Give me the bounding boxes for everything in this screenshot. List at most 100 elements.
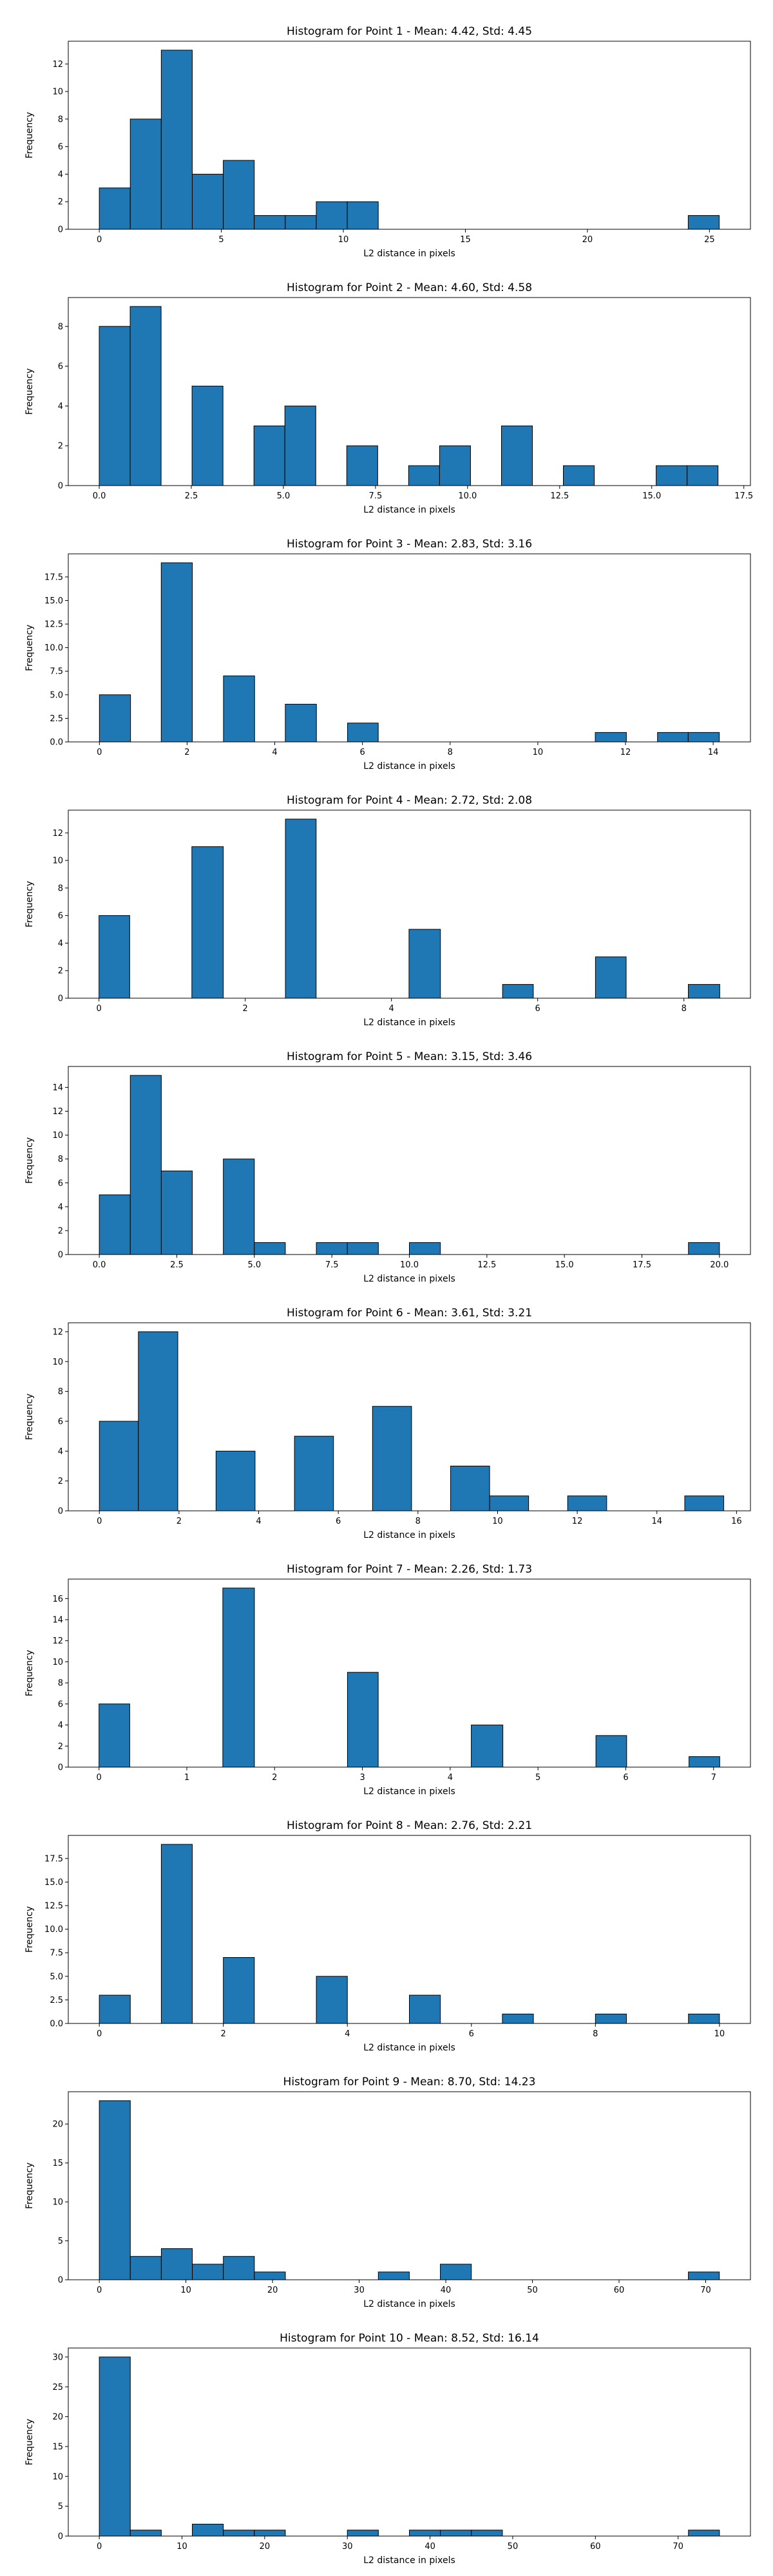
histogram-bar: [409, 1242, 441, 1255]
x-tick-label: 12.5: [477, 1260, 496, 1270]
y-tick-label: 0: [58, 482, 63, 491]
x-tick-label: 10: [338, 235, 349, 245]
y-axis-label: Frequency: [24, 1650, 35, 1696]
x-tick-label: 5.0: [247, 1260, 261, 1270]
x-tick-label: 60: [614, 2286, 625, 2295]
x-tick-label: 2: [184, 748, 189, 757]
y-tick-label: 0: [58, 225, 63, 235]
x-tick-label: 20: [260, 2542, 271, 2552]
x-tick-label: 12: [620, 748, 631, 757]
y-tick-label: 20: [52, 2412, 63, 2422]
histogram-bar: [191, 173, 224, 230]
histogram-bar: [439, 445, 471, 486]
y-tick-label: 2: [58, 1742, 63, 1752]
x-tick-label: 1: [184, 1773, 189, 1783]
histogram-panel-8: Histogram for Point 8 - Mean: 2.76, Std:…: [24, 1819, 751, 2053]
y-tick-label: 8: [58, 1387, 63, 1397]
x-tick-label: 6: [360, 748, 365, 757]
x-tick-label: 10.0: [400, 1260, 419, 1270]
x-tick-label: 6: [336, 1517, 341, 1526]
y-tick-label: 12: [52, 1107, 63, 1117]
x-tick-label: 20: [267, 2286, 278, 2295]
x-axis-label: L2 distance in pixels: [363, 761, 455, 772]
x-tick-label: 10: [533, 748, 544, 757]
histogram-bar: [129, 118, 162, 230]
x-axis-label: L2 distance in pixels: [363, 1530, 455, 1540]
y-tick-label: 10.0: [44, 643, 63, 653]
histogram-panel-5: Histogram for Point 5 - Mean: 3.15, Std:…: [24, 1050, 751, 1284]
x-tick-label: 17.5: [734, 491, 753, 501]
histogram-bar: [501, 425, 533, 486]
x-tick-label: 0: [97, 1517, 102, 1526]
y-tick-label: 2: [58, 198, 63, 207]
y-tick-label: 2: [58, 442, 63, 451]
y-tick-label: 2.5: [50, 714, 63, 724]
x-tick-label: 17.5: [633, 1260, 651, 1270]
histogram-bar: [440, 2264, 472, 2280]
x-tick-label: 10.0: [458, 491, 477, 501]
histogram-bar: [99, 694, 131, 743]
histogram-bar: [223, 2530, 255, 2537]
histogram-bar: [223, 160, 255, 230]
y-tick-label: 15: [52, 2442, 63, 2452]
x-tick-label: 8: [593, 2029, 598, 2039]
histogram-panel-9: Histogram for Point 9 - Mean: 8.70, Std:…: [24, 2076, 751, 2309]
x-tick-label: 30: [342, 2542, 353, 2552]
y-tick-label: 0.0: [50, 2020, 63, 2029]
y-tick-label: 0: [58, 1507, 63, 1517]
histogram-bar: [129, 1075, 162, 1255]
y-tick-label: 12.5: [44, 1902, 63, 1911]
x-tick-label: 7.5: [369, 491, 383, 501]
y-tick-label: 12.5: [44, 620, 63, 630]
histogram-bar: [192, 2523, 224, 2537]
x-tick-label: 8: [682, 1004, 687, 1014]
x-tick-label: 60: [590, 2542, 601, 2552]
histogram-bar: [502, 2013, 534, 2024]
y-tick-label: 10: [52, 2198, 63, 2208]
y-tick-label: 2: [58, 1477, 63, 1486]
y-tick-label: 6: [58, 1417, 63, 1426]
y-tick-label: 14: [52, 1083, 63, 1093]
y-tick-label: 8: [58, 1679, 63, 1689]
histogram-bar: [99, 1421, 139, 1511]
x-tick-label: 10: [492, 1517, 503, 1526]
y-tick-label: 2: [58, 967, 63, 976]
histogram-bar: [440, 2530, 472, 2537]
x-tick-label: 6: [623, 1773, 628, 1783]
x-tick-label: 10: [180, 2286, 191, 2295]
y-tick-label: 10: [52, 857, 63, 866]
axes-frame: [68, 2091, 751, 2280]
histogram-bar: [99, 2356, 131, 2537]
histogram-bar: [191, 846, 224, 999]
histogram-bar: [316, 201, 348, 230]
histogram-bar: [595, 2013, 627, 2024]
x-tick-label: 50: [527, 2286, 538, 2295]
histogram-bar: [222, 1587, 255, 1768]
histogram-bar: [567, 1495, 607, 1511]
x-tick-label: 50: [508, 2542, 519, 2552]
histogram-bar: [160, 562, 193, 743]
x-tick-label: 15: [460, 235, 471, 245]
histogram-bar: [254, 2530, 286, 2537]
chart-title: Histogram for Point 10 - Mean: 8.52, Std…: [280, 2332, 539, 2345]
y-axis-label: Frequency: [24, 1137, 35, 1184]
histogram-bar: [223, 1957, 255, 2024]
x-axis-label: L2 distance in pixels: [363, 2555, 455, 2566]
histogram-panel-6: Histogram for Point 6 - Mean: 3.61, Std:…: [24, 1307, 751, 1540]
histogram-bar: [688, 2271, 720, 2280]
x-tick-label: 0.0: [93, 491, 106, 501]
histogram-bar: [129, 2256, 162, 2280]
histogram-bar: [471, 1725, 504, 1768]
x-tick-label: 0: [97, 235, 102, 245]
y-tick-label: 12: [52, 1327, 63, 1337]
histogram-bar: [160, 1170, 193, 1255]
x-tick-label: 40: [441, 2286, 452, 2295]
x-tick-label: 4: [256, 1517, 261, 1526]
histogram-bar: [215, 1450, 256, 1511]
histogram-bar: [160, 2248, 193, 2280]
y-tick-label: 12: [52, 829, 63, 838]
histogram-bar: [129, 306, 162, 486]
histogram-bar: [192, 2264, 224, 2280]
histogram-bar: [347, 2530, 379, 2537]
x-tick-label: 4: [345, 2029, 350, 2039]
